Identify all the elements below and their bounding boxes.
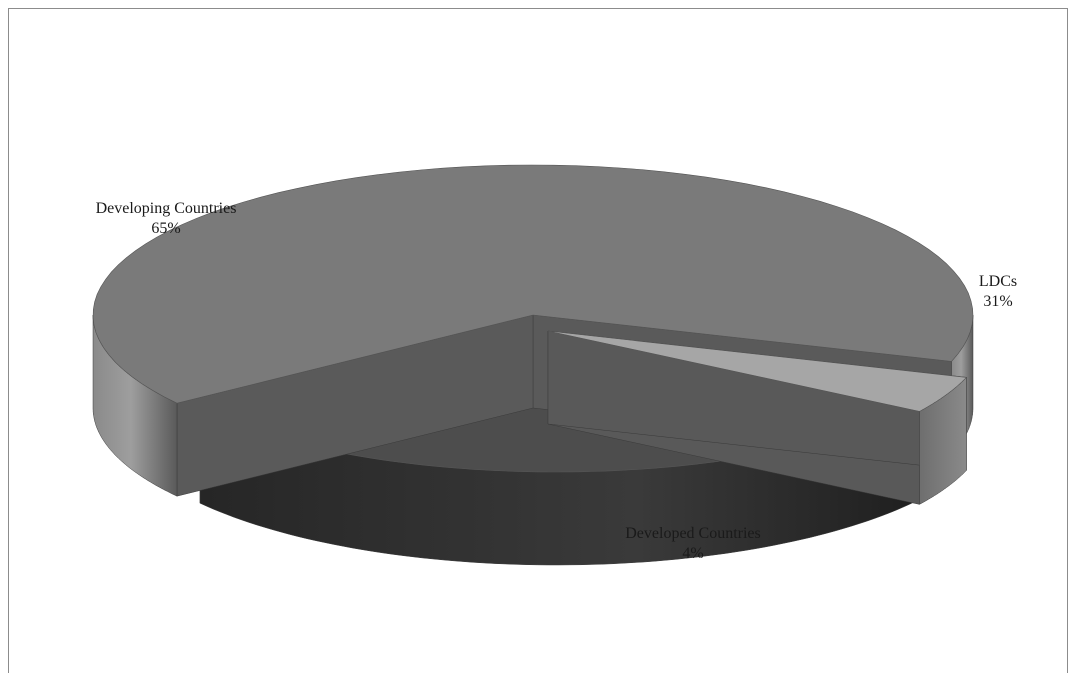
slice-top-face: [92, 164, 974, 404]
slice-label-value: 65%: [151, 220, 180, 237]
slice-top-face: [547, 330, 968, 412]
slice-label-value: 31%: [983, 293, 1012, 310]
slice-label-value: 4%: [682, 545, 703, 562]
slice-label-name: Developed Countries: [625, 525, 761, 542]
pie-slice-developed-countries: [547, 330, 968, 505]
slice-label-name: Developing Countries: [96, 200, 237, 217]
slice-label-name: LDCs: [979, 273, 1017, 290]
